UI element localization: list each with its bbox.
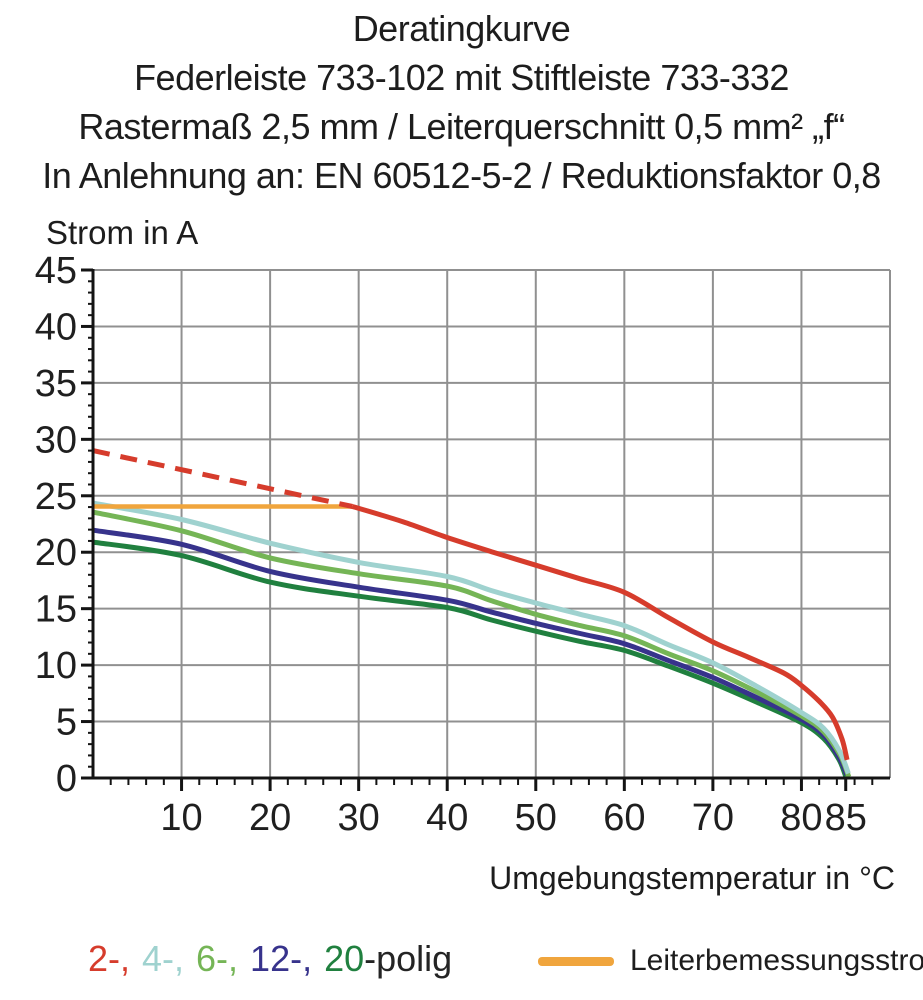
tick-label-x-80: 80 xyxy=(780,797,822,839)
legend-pole-20: 20 xyxy=(324,938,365,979)
tick-label-y-35: 35 xyxy=(35,363,77,405)
tick-label-y-20: 20 xyxy=(35,532,77,574)
legend-line-label: Leiterbemessungsstrom xyxy=(630,944,923,977)
tick-label-x-70: 70 xyxy=(692,797,734,839)
gridlines xyxy=(93,269,891,778)
tick-label-y-0: 0 xyxy=(56,758,77,800)
legend-pole-6: 6-, xyxy=(196,938,239,979)
curve-2-polig-gestrichelter-bereich- xyxy=(92,448,354,509)
legend-pole-2: 2-, xyxy=(88,938,131,979)
tick-label-x-10: 10 xyxy=(160,797,202,839)
curve-4-polig xyxy=(92,500,851,775)
chart-subtitle-1: Federleiste 733-102 mit Stiftleiste 733-… xyxy=(134,57,789,98)
legend-pole-suffix: -polig xyxy=(364,938,453,979)
tick-label-x-85: 85 xyxy=(825,797,867,839)
curve-20-polig xyxy=(92,539,849,778)
tick-label-y-25: 25 xyxy=(35,476,77,518)
tick-label-y-30: 30 xyxy=(35,419,77,461)
curve-12-polig xyxy=(92,527,849,776)
legend-leiterbemessungsstrom: Leiterbemessungsstrom xyxy=(538,944,923,978)
chart-title: Deratingkurve xyxy=(352,8,571,49)
y-axis-title: Strom in A xyxy=(46,214,199,251)
curve-2-polig xyxy=(351,504,850,761)
tick-label-x-30: 30 xyxy=(338,797,380,839)
tick-label-x-40: 40 xyxy=(426,797,468,839)
legend-poles: 2-, 4-, 6-, 12-, 20-polig xyxy=(88,938,452,980)
tick-label-y-10: 10 xyxy=(35,645,77,687)
tick-label-x-50: 50 xyxy=(515,797,557,839)
tick-label-y-5: 5 xyxy=(56,702,77,744)
orange-line-swatch xyxy=(538,956,614,966)
tick-label-x-60: 60 xyxy=(603,797,645,839)
curves xyxy=(92,448,852,778)
axes xyxy=(81,268,890,791)
tick-label-y-40: 40 xyxy=(35,306,77,348)
tick-labels: 10 20 30 40 50 60 70 80 85 0 5 10 15 20 25 30 35 40 45 xyxy=(35,250,867,839)
chart-subtitle-2: Rastermaß 2,5 mm / Leiterquerschnitt 0,5… xyxy=(78,106,845,147)
tick-label-x-20: 20 xyxy=(249,797,291,839)
legend-pole-4: 4-, xyxy=(142,938,185,979)
curve-6-polig xyxy=(92,509,852,778)
chart-title-block: Deratingkurve Federleiste 733-102 mit St… xyxy=(0,4,923,200)
x-axis-title: Umgebungstemperatur in °C xyxy=(489,860,895,896)
tick-label-y-15: 15 xyxy=(35,589,77,631)
tick-label-y-45: 45 xyxy=(35,250,77,292)
legend-pole-12: 12-, xyxy=(250,938,313,979)
legend-pole-items: 2-, 4-, 6-, 12-, 20 xyxy=(88,938,364,979)
chart-subtitle-3: In Anlehnung an: EN 60512-5-2 / Reduktio… xyxy=(42,155,881,196)
